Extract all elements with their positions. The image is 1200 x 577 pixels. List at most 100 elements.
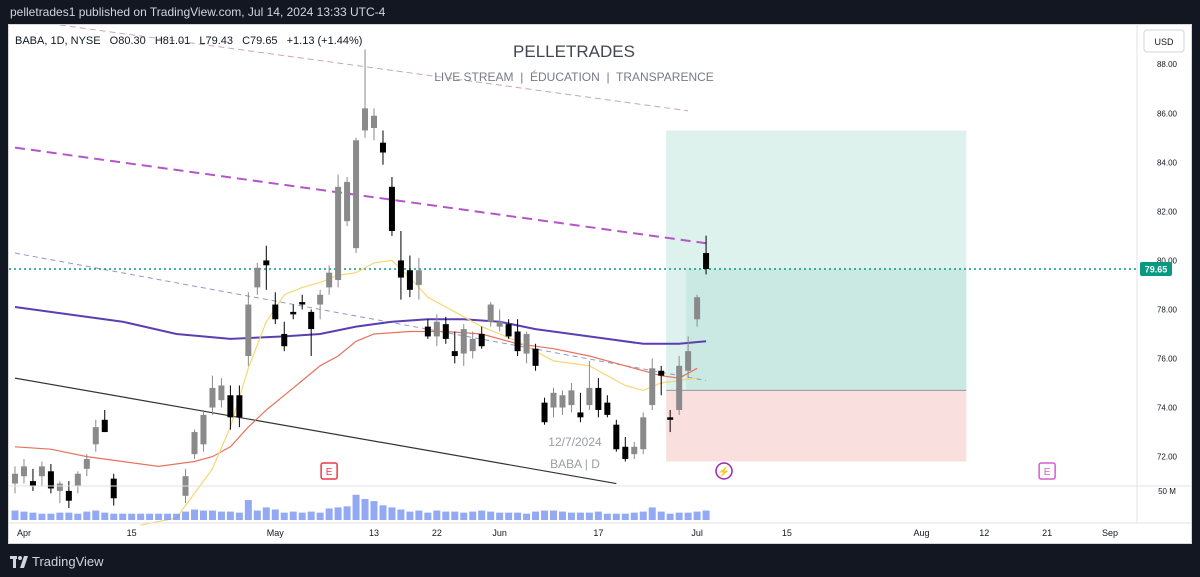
candle-body xyxy=(514,331,521,352)
candle-body xyxy=(110,478,117,499)
candle-body xyxy=(613,424,620,450)
candle-body xyxy=(451,351,458,357)
price-tick-label: 76.00 xyxy=(1157,354,1178,363)
candle-body xyxy=(263,260,270,266)
volume-bar xyxy=(361,499,369,520)
price-axis[interactable]: 88.00 86.00 84.00 82.00 80.00 78.00 76.00 74.00… xyxy=(9,25,1191,524)
time-tick-label: 22 xyxy=(432,528,442,538)
candle-body xyxy=(478,333,485,347)
volume-bar xyxy=(370,501,378,520)
volume-bar xyxy=(137,513,145,520)
time-tick-label: 12 xyxy=(979,528,989,538)
target-zone xyxy=(666,130,967,391)
price-chart[interactable]: E ⚡ E 88.00 86.00 84.00 82.00 80.00 78.00 76.00 7… xyxy=(9,24,1191,543)
volume-bar xyxy=(424,512,432,520)
time-tick-label: Jun xyxy=(492,528,507,538)
volume-bar xyxy=(541,510,549,520)
time-tick-label: 15 xyxy=(127,528,137,538)
candle-body xyxy=(38,466,45,477)
volume-bar xyxy=(253,510,261,520)
candle-body xyxy=(218,385,225,401)
tradingview-logo-icon xyxy=(10,556,28,568)
volume-bar xyxy=(397,509,405,520)
tradingview-label: TradingView xyxy=(32,554,104,569)
volume-bar xyxy=(675,512,683,520)
publish-header: pelletrades1 published on TradingView.co… xyxy=(0,0,1200,24)
volume-bar xyxy=(478,510,486,520)
candle-body xyxy=(604,402,611,415)
volume-bar xyxy=(101,512,109,520)
volume-bar xyxy=(271,509,279,520)
volume-bar xyxy=(433,510,441,520)
volume-bar xyxy=(379,505,387,520)
candle-body xyxy=(299,302,306,305)
volume-bar xyxy=(567,512,575,520)
candle-body xyxy=(308,311,315,330)
candle-body xyxy=(523,333,530,354)
candle-body xyxy=(388,186,395,231)
volume-bar xyxy=(558,511,566,520)
volume-tick-label: 50 M xyxy=(1158,487,1176,496)
candle-body xyxy=(254,267,261,288)
dividend-icon xyxy=(715,462,733,480)
trend-lines[interactable] xyxy=(9,24,1137,485)
candle-body xyxy=(622,446,629,460)
volume-bar xyxy=(603,513,611,520)
volume-bar xyxy=(244,500,252,520)
volume-bar xyxy=(621,513,629,520)
candle-body xyxy=(371,115,377,128)
volume-bar xyxy=(164,513,172,520)
currency-label: USD xyxy=(1154,37,1174,47)
publish-text: pelletrades1 published on TradingView.co… xyxy=(10,5,386,19)
candle-body xyxy=(20,466,27,477)
candle-body xyxy=(685,351,692,371)
candle-body xyxy=(631,446,638,455)
time-axis[interactable]: Apr 15 May 13 22 Jun 17 Jul 15 Aug 12 21 Sep xyxy=(17,528,1118,538)
currency-button[interactable] xyxy=(1143,29,1185,53)
candle-body xyxy=(101,419,108,433)
time-tick-label: Jul xyxy=(691,528,703,538)
candle-body xyxy=(47,471,54,489)
volume-bar xyxy=(666,513,674,520)
candle-body xyxy=(424,326,431,337)
volume-bar xyxy=(469,511,477,520)
volume-bar xyxy=(65,512,73,520)
price-tick-label: 78.00 xyxy=(1157,305,1178,314)
support-dashed-line xyxy=(14,252,707,382)
volume-bar xyxy=(280,512,288,520)
volume-bar xyxy=(639,511,647,520)
candle-body xyxy=(496,321,503,327)
tradingview-brand[interactable]: TradingView xyxy=(10,547,104,577)
watermark-date: 12/7/2024 xyxy=(548,435,602,449)
volume-bar xyxy=(693,511,701,520)
volume-bar xyxy=(92,510,100,520)
watermark-subtitle: LIVE STREAM | ÉDUCATION | TRANSPARENCE xyxy=(434,69,714,84)
open-profit-zone xyxy=(686,268,967,391)
volume-bar xyxy=(226,511,234,520)
candle-body xyxy=(469,338,476,352)
candle-body xyxy=(281,333,288,347)
price-tick-label: 74.00 xyxy=(1157,404,1178,413)
candle-body xyxy=(236,395,243,418)
time-tick-label: May xyxy=(267,528,285,538)
volume-bars xyxy=(11,494,710,520)
candle-body xyxy=(568,390,575,406)
volume-bar xyxy=(83,511,91,520)
candle-body xyxy=(415,270,422,285)
volume-bar xyxy=(289,511,297,520)
candle-body xyxy=(541,402,548,423)
volume-bar xyxy=(406,511,414,520)
legend-symbol: BABA, 1D, NYSE O80.30 H81.01 L79.43 C79.… xyxy=(15,35,362,47)
price-tick-label: 86.00 xyxy=(1157,109,1178,118)
volume-bar xyxy=(334,507,342,520)
volume-bar xyxy=(20,511,28,520)
volume-bar xyxy=(505,512,513,520)
event-markers[interactable]: E ⚡ E xyxy=(320,462,1056,480)
time-tick-label: Apr xyxy=(17,528,31,538)
position-tool[interactable] xyxy=(666,130,967,462)
sma-long-line xyxy=(14,306,707,345)
candle-body xyxy=(245,304,252,357)
candle-body xyxy=(362,108,369,131)
candle-body xyxy=(317,294,324,305)
candle-body xyxy=(272,304,279,320)
